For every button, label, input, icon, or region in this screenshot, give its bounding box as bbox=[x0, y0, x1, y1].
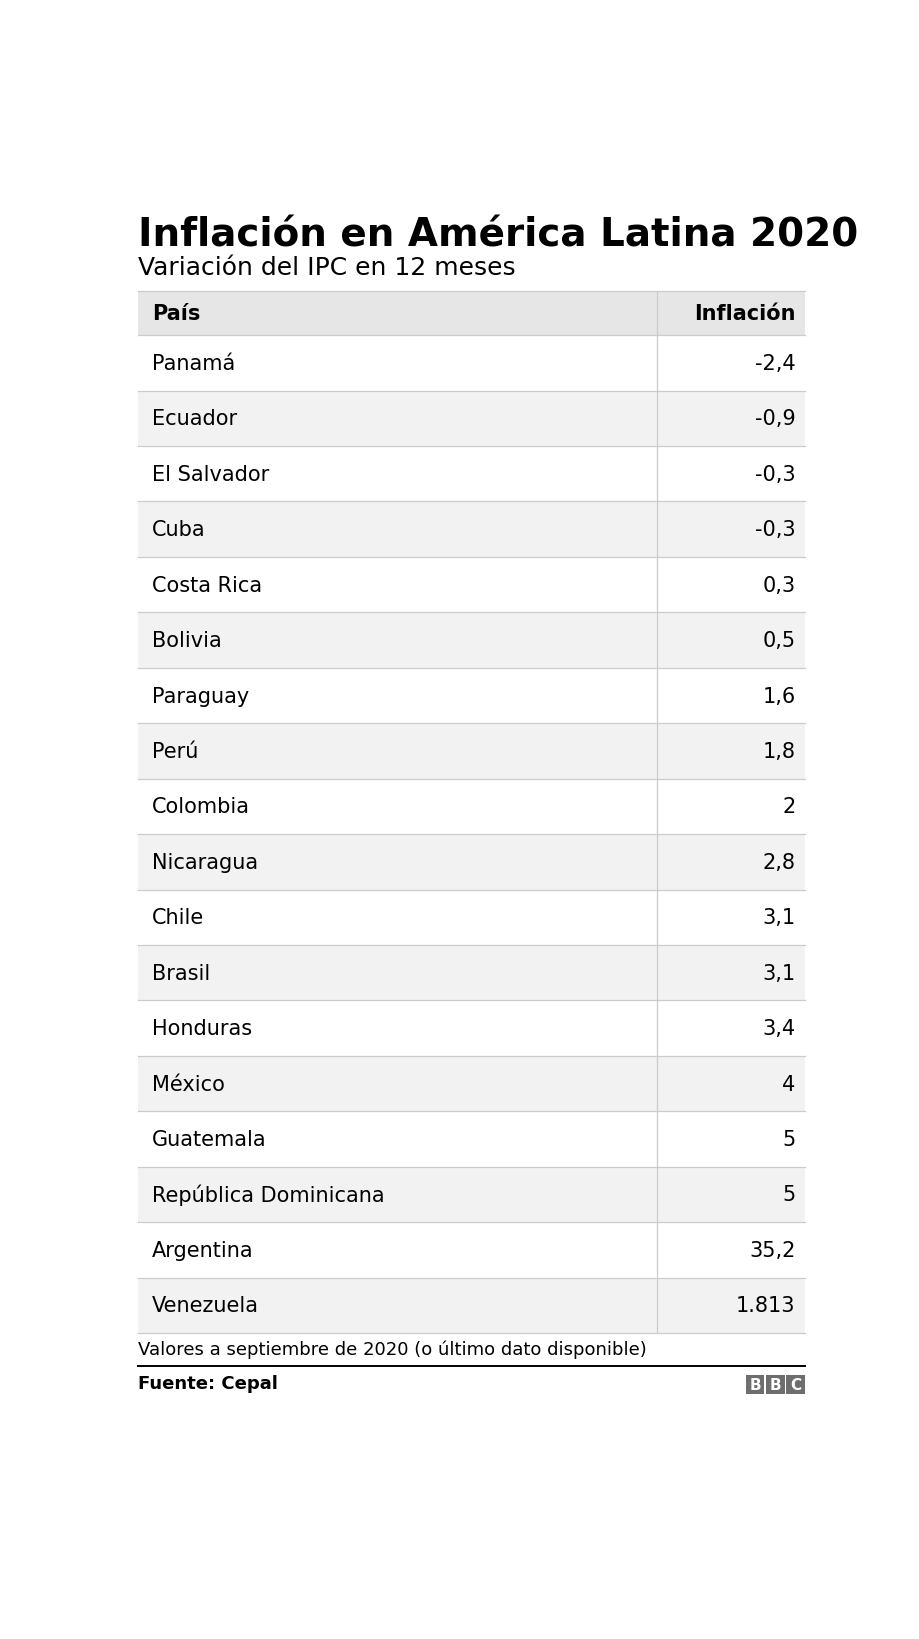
Text: Valores a septiembre de 2020 (o último dato disponible): Valores a septiembre de 2020 (o último d… bbox=[138, 1339, 646, 1359]
Text: Paraguay: Paraguay bbox=[152, 687, 249, 706]
Bar bbox=[138, 557, 804, 613]
Text: Perú: Perú bbox=[152, 741, 199, 762]
Bar bbox=[138, 613, 804, 669]
Bar bbox=[138, 834, 804, 890]
Bar bbox=[138, 1167, 804, 1223]
Bar bbox=[786, 1375, 804, 1395]
Bar bbox=[138, 890, 804, 946]
Text: 1.813: 1.813 bbox=[735, 1295, 795, 1316]
Text: 3,1: 3,1 bbox=[762, 964, 795, 983]
Text: Venezuela: Venezuela bbox=[152, 1295, 259, 1316]
Text: Fuente: Cepal: Fuente: Cepal bbox=[138, 1373, 278, 1392]
Text: 2,8: 2,8 bbox=[762, 852, 795, 872]
Text: Chile: Chile bbox=[152, 908, 204, 928]
Bar bbox=[138, 1278, 804, 1333]
Text: País: País bbox=[152, 303, 200, 323]
Text: 5: 5 bbox=[781, 1185, 795, 1205]
Bar bbox=[138, 1223, 804, 1278]
Text: 0,5: 0,5 bbox=[762, 631, 795, 651]
Text: 1,6: 1,6 bbox=[761, 687, 795, 706]
Text: 35,2: 35,2 bbox=[748, 1241, 795, 1260]
Text: 3,1: 3,1 bbox=[762, 908, 795, 928]
Text: Bolivia: Bolivia bbox=[152, 631, 221, 651]
Bar bbox=[138, 336, 804, 392]
Text: Honduras: Honduras bbox=[152, 1018, 252, 1039]
Text: Panamá: Panamá bbox=[152, 354, 235, 374]
Text: 2: 2 bbox=[781, 797, 795, 816]
Text: B: B bbox=[748, 1377, 760, 1393]
Bar bbox=[138, 1001, 804, 1056]
Text: Ecuador: Ecuador bbox=[152, 410, 237, 429]
Text: Guatemala: Guatemala bbox=[152, 1129, 267, 1149]
Bar bbox=[138, 669, 804, 724]
Bar bbox=[766, 1375, 784, 1395]
Bar bbox=[138, 1056, 804, 1111]
Text: B: B bbox=[768, 1377, 780, 1393]
Text: Inflación: Inflación bbox=[693, 303, 795, 323]
Text: Argentina: Argentina bbox=[152, 1241, 254, 1260]
Text: -0,9: -0,9 bbox=[754, 410, 795, 429]
Text: 1,8: 1,8 bbox=[762, 741, 795, 762]
Bar bbox=[138, 724, 804, 779]
Text: 0,3: 0,3 bbox=[762, 575, 795, 595]
Bar bbox=[138, 292, 804, 336]
Text: 3,4: 3,4 bbox=[762, 1018, 795, 1039]
Text: Variación del IPC en 12 meses: Variación del IPC en 12 meses bbox=[138, 256, 516, 280]
Bar bbox=[138, 779, 804, 834]
Bar bbox=[138, 502, 804, 557]
Text: -0,3: -0,3 bbox=[754, 520, 795, 539]
Text: 4: 4 bbox=[781, 1074, 795, 1093]
Text: 5: 5 bbox=[781, 1129, 795, 1149]
Text: Cuba: Cuba bbox=[152, 520, 206, 539]
Text: República Dominicana: República Dominicana bbox=[152, 1183, 384, 1206]
Text: Inflación en América Latina 2020: Inflación en América Latina 2020 bbox=[138, 216, 857, 254]
Bar bbox=[138, 1111, 804, 1167]
Text: El Salvador: El Salvador bbox=[152, 464, 269, 485]
Bar bbox=[138, 392, 804, 447]
Bar bbox=[138, 946, 804, 1001]
Text: Brasil: Brasil bbox=[152, 964, 210, 983]
Text: C: C bbox=[789, 1377, 800, 1393]
Text: -0,3: -0,3 bbox=[754, 464, 795, 485]
Text: Nicaragua: Nicaragua bbox=[152, 852, 258, 872]
Bar bbox=[745, 1375, 764, 1395]
Text: Costa Rica: Costa Rica bbox=[152, 575, 262, 595]
Text: México: México bbox=[152, 1074, 225, 1093]
Bar bbox=[138, 447, 804, 502]
Text: Colombia: Colombia bbox=[152, 797, 250, 816]
Text: -2,4: -2,4 bbox=[754, 354, 795, 374]
